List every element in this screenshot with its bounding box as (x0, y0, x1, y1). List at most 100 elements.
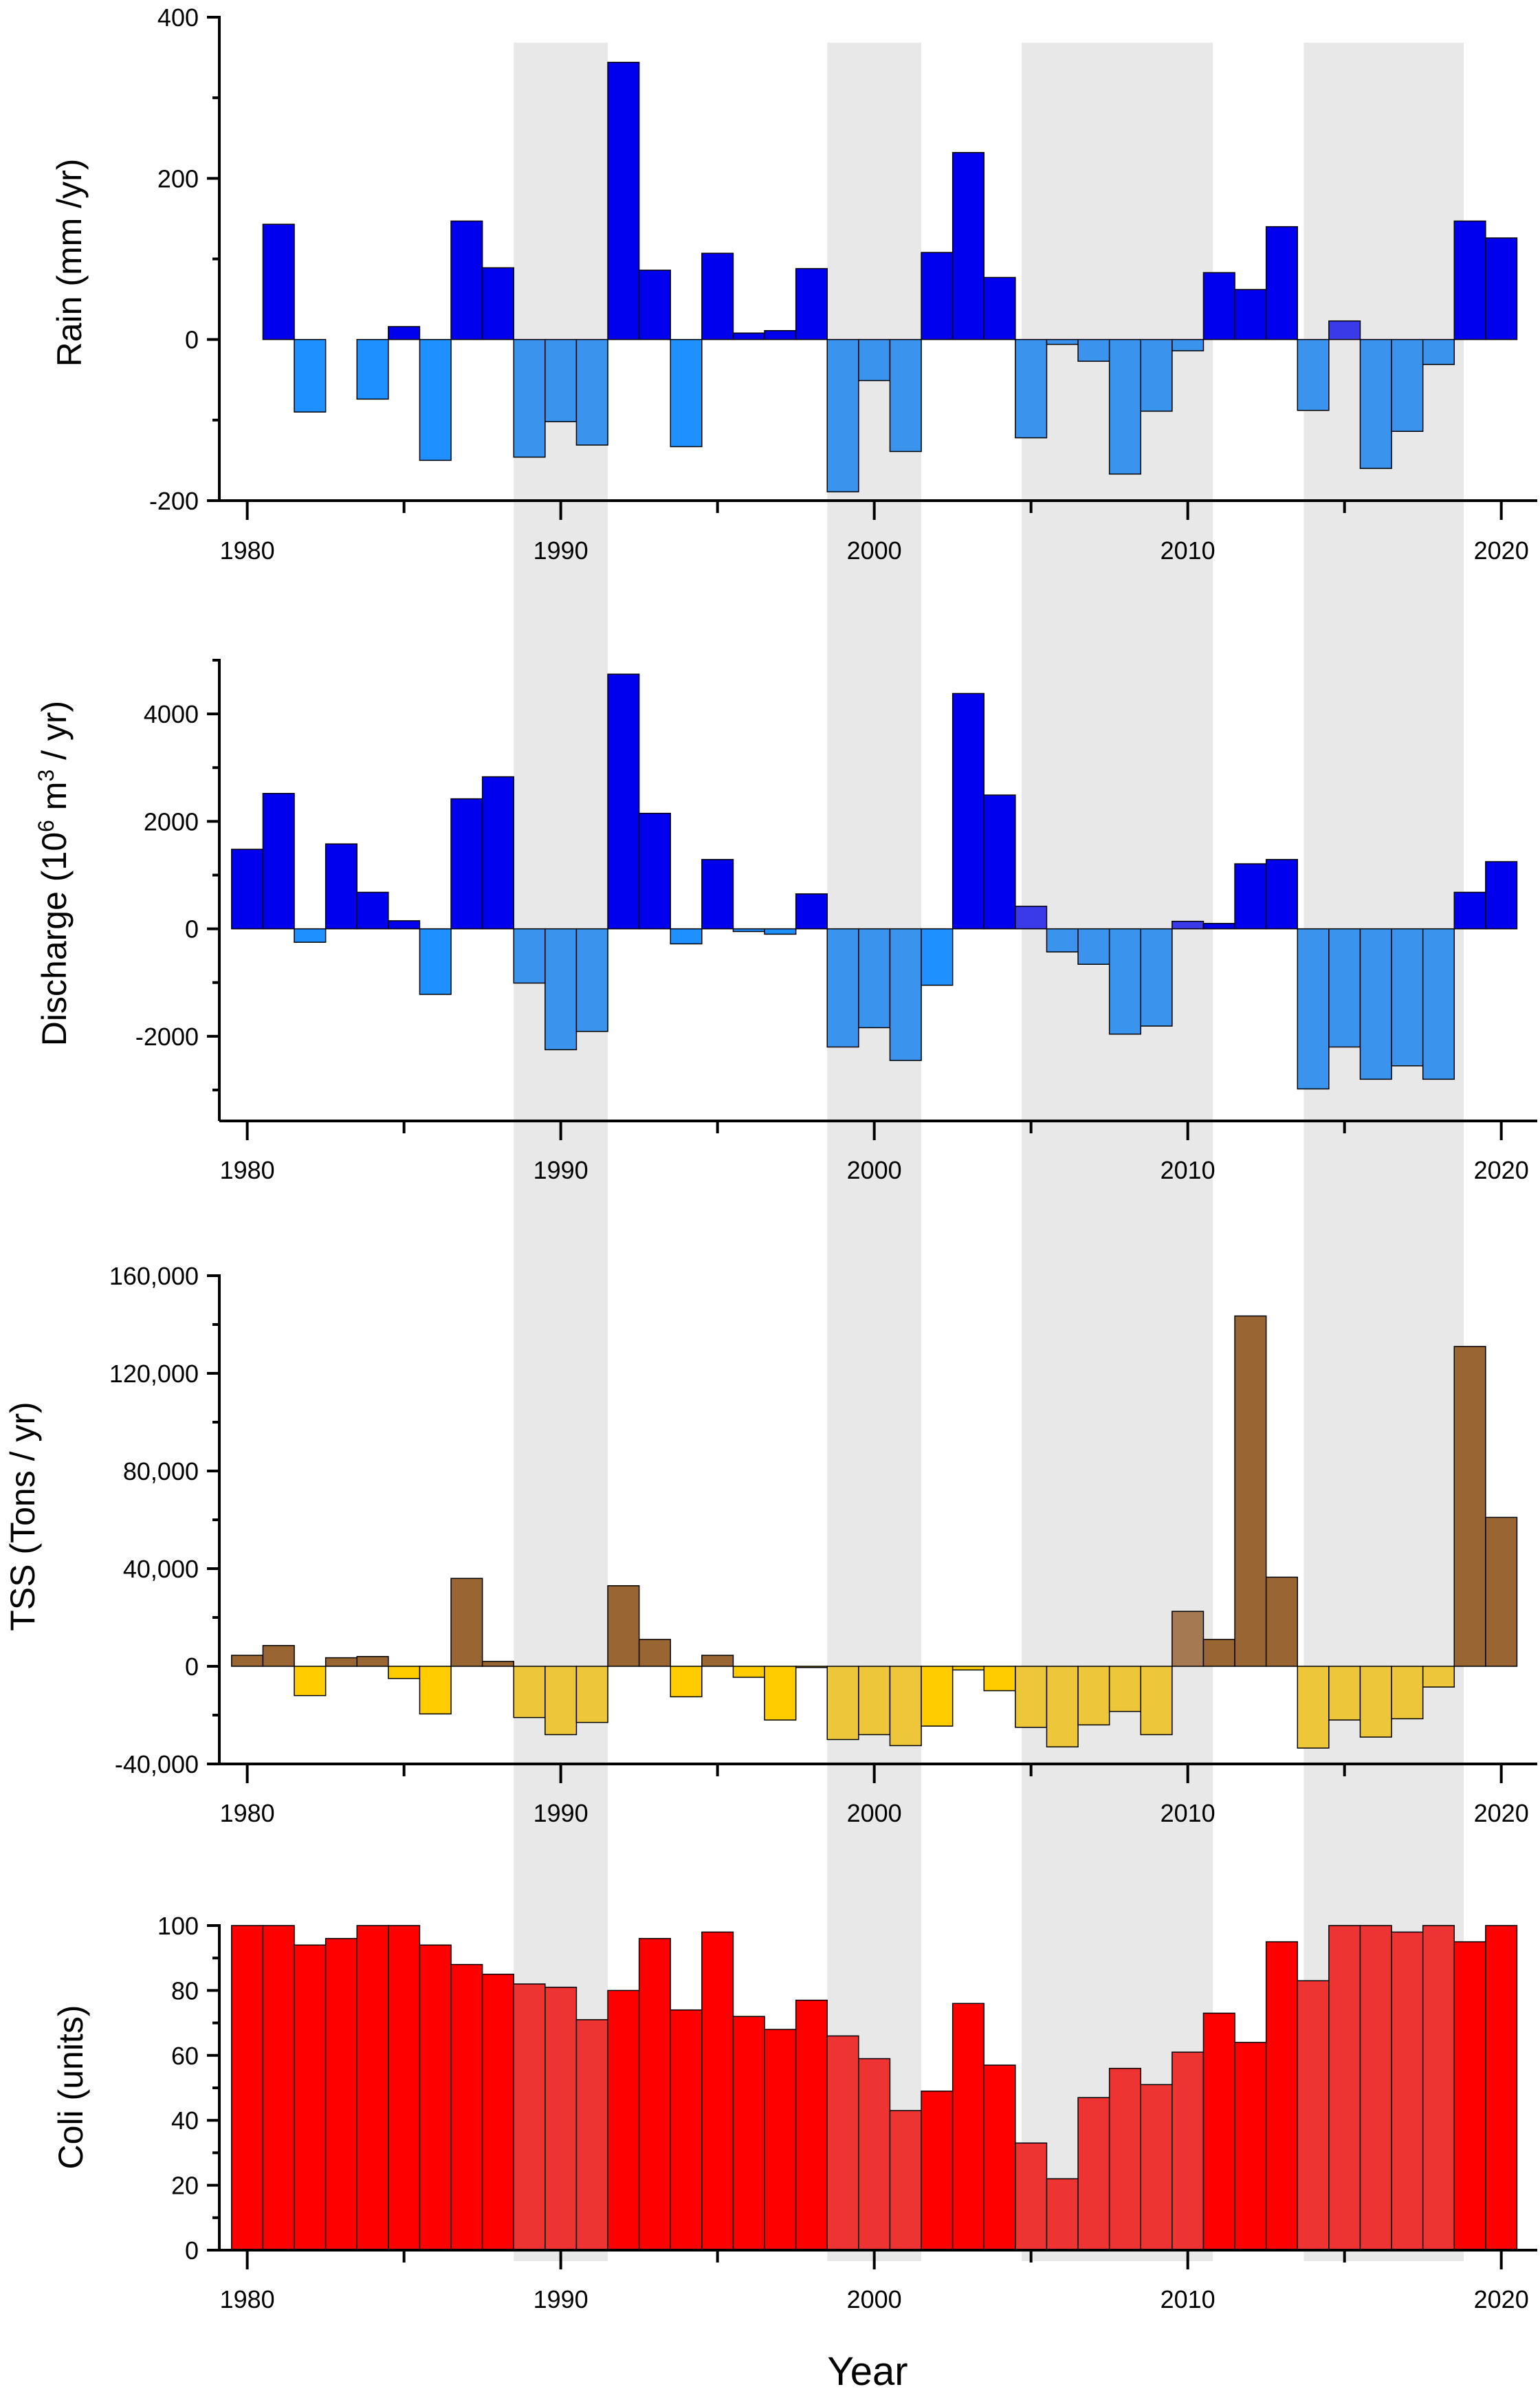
rain-x-tick-label-2020: 2020 (1474, 536, 1529, 565)
rain-bar-2017 (1391, 338, 1424, 432)
discharge-bar-2017 (1391, 928, 1424, 1067)
tss-bar-1992 (607, 1585, 640, 1667)
rain-bar-2006 (1046, 338, 1079, 345)
coli-bar-1997 (764, 2029, 797, 2251)
coli-bar-2017 (1391, 1931, 1424, 2251)
rain-bar-1992 (607, 61, 640, 340)
tss-bar-2003 (952, 1666, 985, 1671)
discharge-bar-1992 (607, 673, 640, 930)
rain-bar-1986 (419, 338, 452, 461)
discharge-bar-2006 (1046, 928, 1079, 952)
coli-bar-2008 (1108, 2067, 1142, 2251)
rain-bar-2002 (921, 252, 954, 340)
tss-bar-1989 (513, 1666, 546, 1719)
discharge-bar-2008 (1108, 928, 1142, 1035)
coli-bar-1983 (324, 1938, 358, 2251)
coli-bar-2001 (889, 2110, 922, 2251)
discharge-bar-2014 (1297, 928, 1330, 1090)
tss-bar-2018 (1422, 1666, 1455, 1688)
tss-bar-1982 (294, 1666, 327, 1697)
rain-bar-1985 (388, 326, 421, 340)
discharge-bar-1995 (701, 859, 734, 930)
rain-bar-1998 (795, 268, 828, 340)
tss-bar-1984 (356, 1656, 389, 1667)
tss-bar-1993 (638, 1639, 672, 1667)
coli-bar-1999 (826, 2035, 859, 2251)
tss-bar-1985 (388, 1666, 421, 1679)
tss-x-tick-label-1980: 1980 (220, 1799, 275, 1827)
discharge-bar-2016 (1359, 928, 1392, 1080)
rain-bar-2009 (1140, 338, 1173, 412)
discharge-x-tick-label-2020: 2020 (1474, 1156, 1529, 1184)
rain-bar-2018 (1422, 338, 1455, 365)
tss-bar-2005 (1015, 1666, 1048, 1728)
rain-y-tick-label-0: -200 (149, 487, 199, 515)
coli-bar-1998 (795, 1999, 828, 2251)
tss-bar-1991 (575, 1666, 608, 1723)
rain-bar-2001 (889, 338, 922, 453)
coli-y-tick-label-5: 100 (157, 1912, 199, 1940)
tss-bar-1990 (544, 1666, 578, 1736)
discharge-bar-1985 (388, 920, 421, 930)
discharge-bar-1989 (513, 928, 546, 984)
discharge-bar-1986 (419, 928, 452, 995)
rain-y-tick-label-1: 0 (185, 326, 199, 354)
discharge-bar-2002 (921, 928, 954, 986)
coli-bar-2015 (1328, 1925, 1361, 2251)
coli-bar-1982 (294, 1944, 327, 2251)
tss-bar-2007 (1077, 1666, 1110, 1725)
tss-bar-2001 (889, 1666, 922, 1747)
coli-y-tick-label-2: 40 (171, 2106, 199, 2135)
tss-axes: -40,000 0 40,000 80,000 120,000 160,000 1980 19… (109, 1262, 1537, 1827)
rain-bar-1984 (356, 338, 389, 400)
discharge-bar-1981 (262, 793, 295, 930)
coli-bar-2006 (1046, 2178, 1079, 2251)
rain-bar-2020 (1485, 237, 1518, 340)
rain-bar-1981 (262, 224, 295, 340)
tss-y-tick-label-0: -40,000 (115, 1750, 199, 1778)
coli-y-tick-label-4: 80 (171, 1976, 199, 2005)
tss-bar-2009 (1140, 1666, 1173, 1736)
coli-axes: 0 20 40 60 80 100 1980 1990 2000 2010 2020 (157, 1912, 1537, 2313)
tss-y-tick-label-3: 80,000 (123, 1457, 199, 1485)
rain-bar-1991 (575, 338, 608, 446)
tss-bar-2006 (1046, 1666, 1079, 1747)
tss-bar-1994 (670, 1666, 703, 1698)
discharge-bar-2012 (1234, 863, 1267, 930)
coli-x-tick-label-2010: 2010 (1160, 2285, 1216, 2313)
coli-bar-2013 (1265, 1941, 1299, 2251)
coli-y-tick-label-0: 0 (185, 2236, 199, 2265)
tss-bar-2013 (1265, 1576, 1299, 1667)
discharge-bar-2005 (1015, 906, 1048, 930)
tss-bar-1981 (262, 1645, 295, 1667)
tss-x-tick-label-2000: 2000 (847, 1799, 902, 1827)
tss-bars (231, 1315, 1518, 1749)
discharge-bar-2011 (1202, 923, 1235, 930)
discharge-bar-2004 (983, 794, 1016, 930)
rain-bar-1994 (670, 338, 703, 448)
coli-bar-1996 (732, 2016, 765, 2251)
coli-y-tick-label-1: 20 (171, 2172, 199, 2200)
tss-bar-2012 (1234, 1315, 1267, 1667)
rain-bar-2008 (1108, 338, 1142, 475)
discharge-bar-1984 (356, 891, 389, 930)
coli-bar-1993 (638, 1938, 672, 2251)
discharge-bar-2018 (1422, 928, 1455, 1080)
tss-x-tick-label-2020: 2020 (1474, 1799, 1529, 1827)
discharge-bar-1999 (826, 928, 859, 1048)
rain-x-tick-label-1990: 1990 (534, 536, 588, 565)
tss-bar-2016 (1359, 1666, 1392, 1738)
coli-bar-1995 (701, 1931, 734, 2251)
discharge-ylabel-start: Discharge (10 (35, 832, 74, 1046)
rain-bar-1996 (732, 332, 765, 340)
discharge-ylabel-end: / yr) (35, 701, 74, 770)
coli-bar-2019 (1453, 1941, 1486, 2251)
coli-bar-2009 (1140, 2084, 1173, 2251)
rain-bar-2019 (1453, 220, 1486, 340)
tss-y-tick-label-1: 0 (185, 1653, 199, 1681)
tss-bar-1998 (795, 1666, 828, 1668)
tss-bar-2020 (1485, 1516, 1518, 1667)
tss-bar-1986 (419, 1666, 452, 1714)
coli-bar-1986 (419, 1944, 452, 2251)
coli-bar-2020 (1485, 1925, 1518, 2251)
